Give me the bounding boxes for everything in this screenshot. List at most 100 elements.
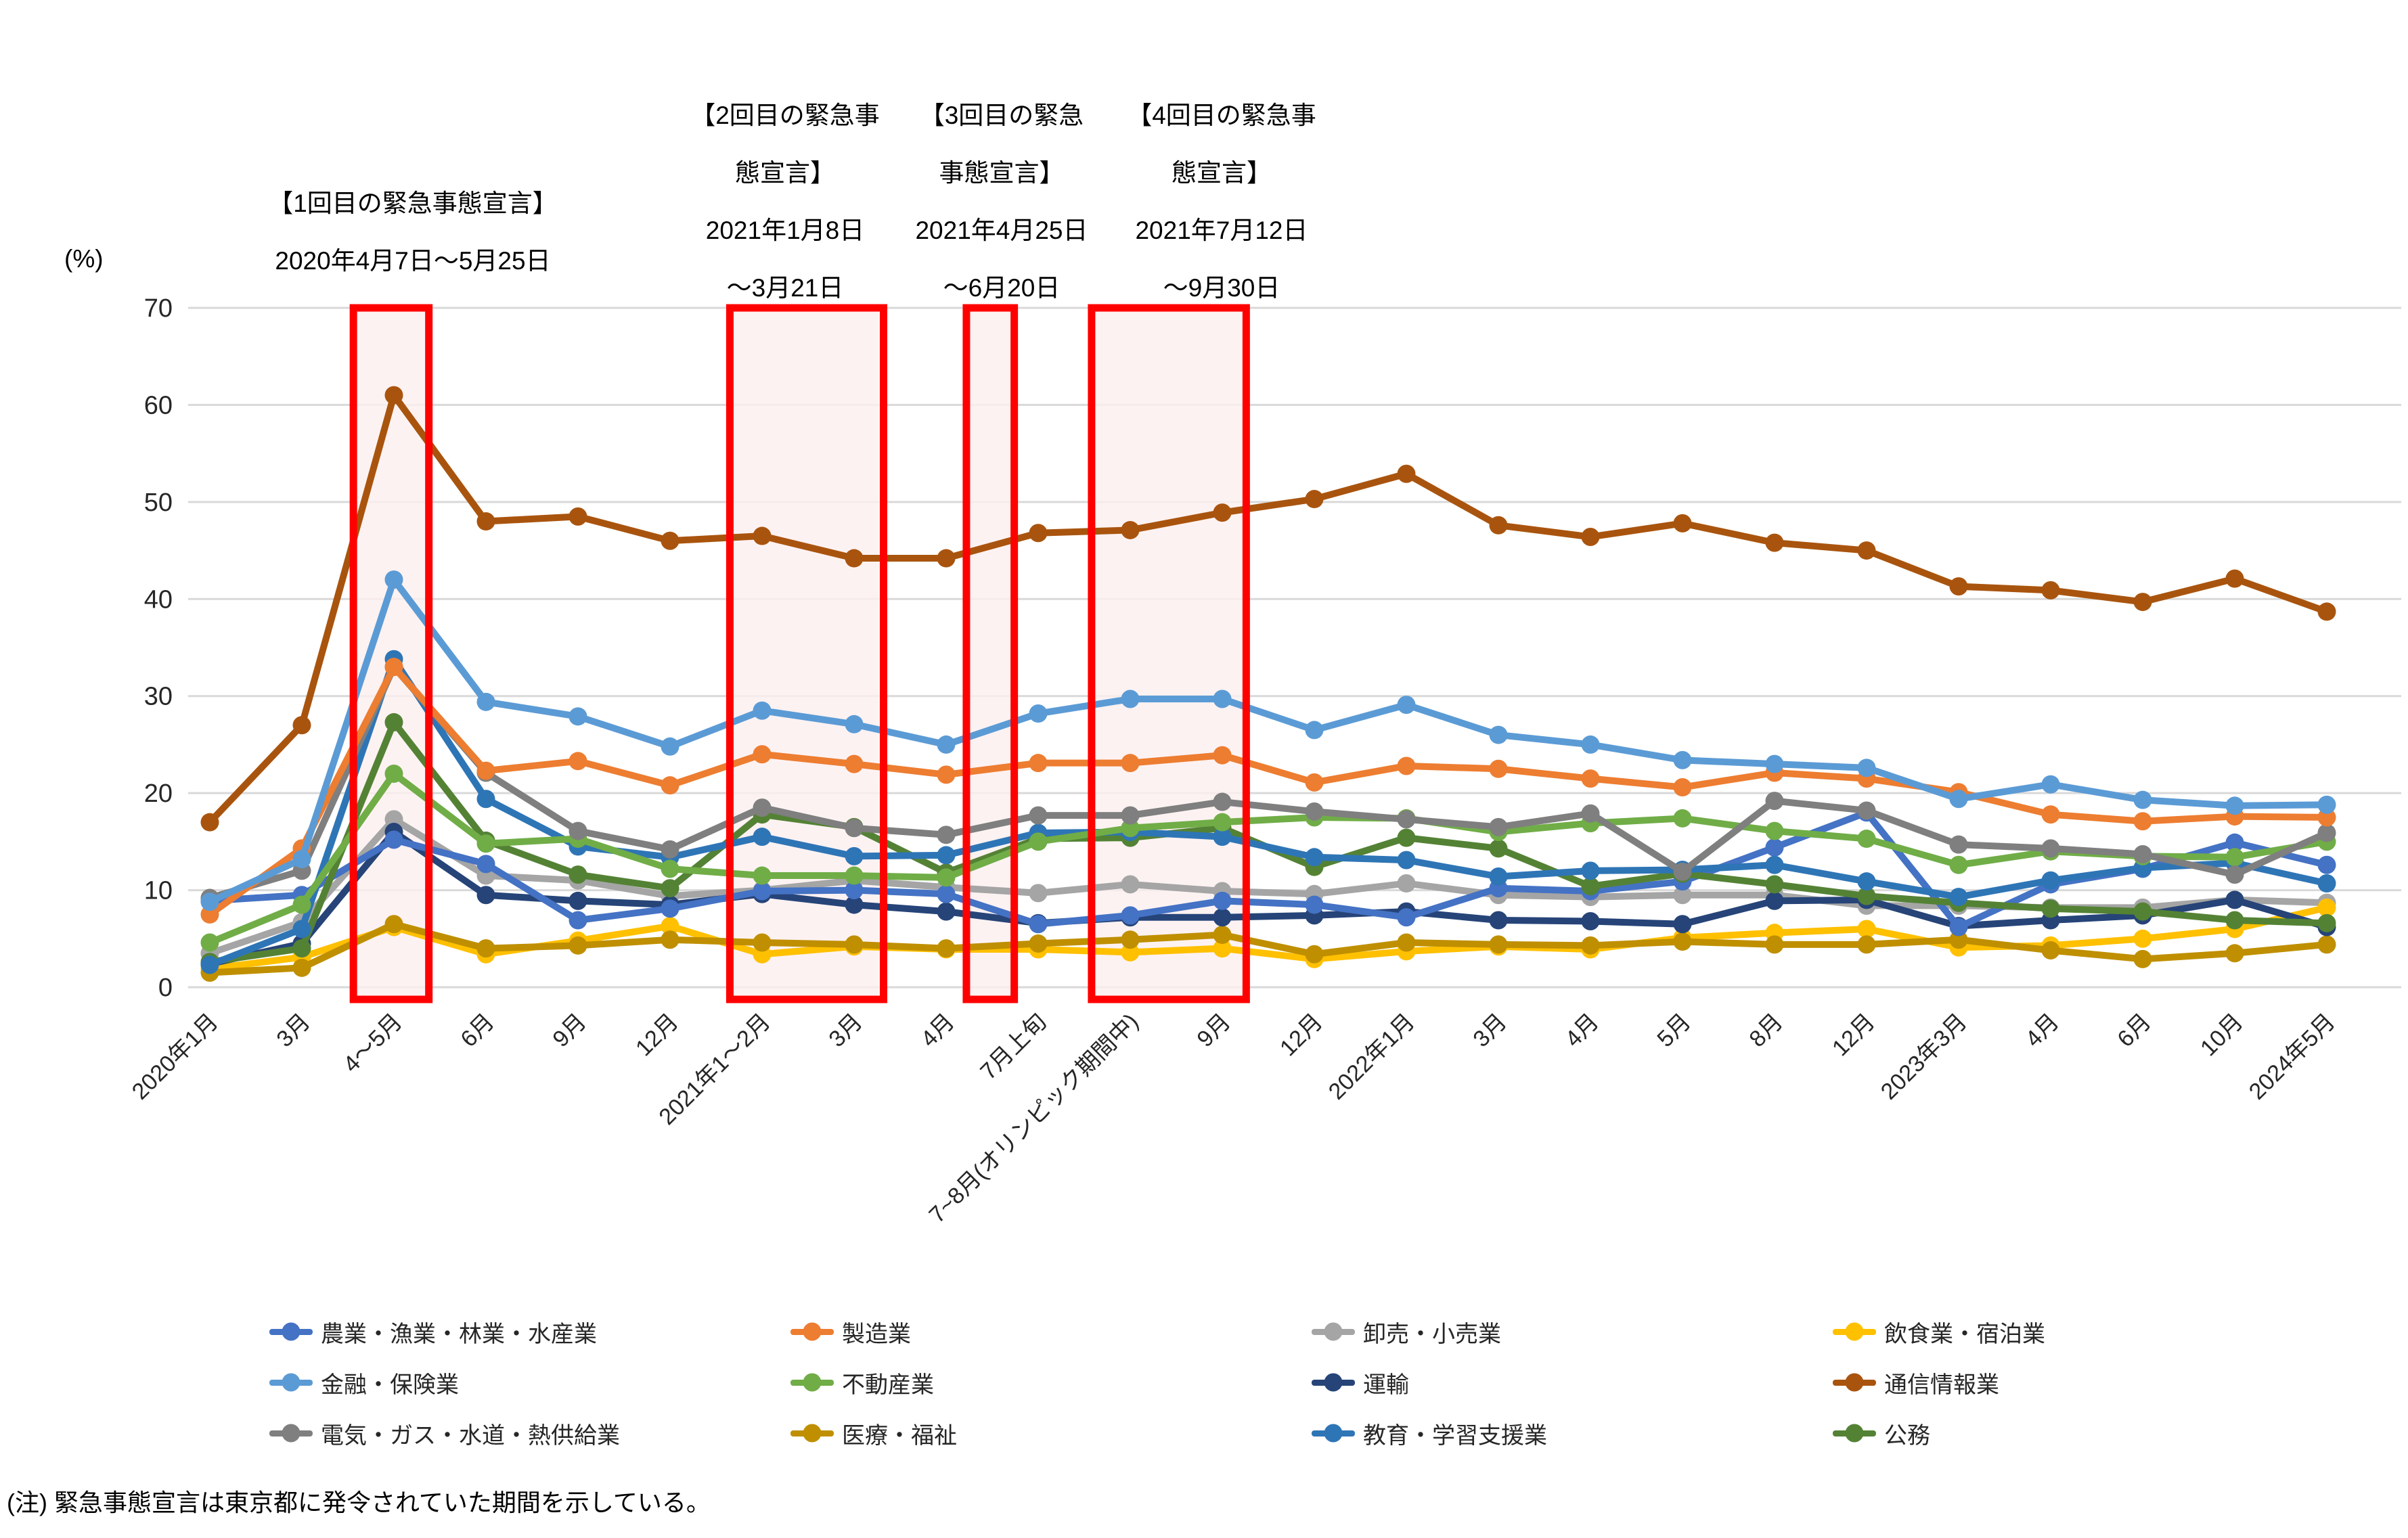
legend-marker-icon [269, 1322, 313, 1341]
data-point [1213, 689, 1232, 708]
annotation-line: 【2回目の緊急事 [690, 101, 880, 129]
legend-marker-icon [1312, 1322, 1355, 1341]
data-point [845, 819, 864, 838]
y-axis-tick-label: 0 [158, 974, 173, 1002]
data-point [200, 933, 219, 952]
data-point [937, 868, 956, 887]
data-point [200, 955, 219, 974]
data-point [1857, 801, 1876, 820]
data-point [661, 840, 679, 859]
x-axis-tick-label: 12月 [631, 1009, 684, 1062]
data-point [1673, 778, 1692, 797]
data-point [1305, 895, 1324, 914]
annotation-emergency-2: 【2回目の緊急事 態宣言】 2021年1月8日 ～3月21日 [650, 87, 920, 317]
data-point [384, 713, 403, 731]
data-point [568, 891, 587, 910]
data-point [2133, 902, 2152, 921]
annotation-line: 2021年1月8日 [705, 217, 865, 244]
legend-item-公務: 公務 [1833, 1413, 1930, 1453]
data-point [2041, 839, 2060, 858]
data-point [1765, 855, 1784, 874]
legend-marker-icon [1833, 1322, 1876, 1341]
data-point [2317, 795, 2336, 814]
data-point [1029, 806, 1048, 825]
data-point [1949, 790, 1968, 809]
series-金融・保険業 [200, 570, 2336, 911]
data-point [1857, 886, 1876, 905]
x-axis-tick-label: 12月 [1275, 1009, 1328, 1062]
data-point [1029, 524, 1048, 543]
x-axis-tick-label: 6月 [455, 1009, 499, 1052]
data-point [1397, 756, 1416, 775]
data-point [1121, 819, 1140, 838]
series-医療・福祉 [200, 915, 2336, 982]
x-axis-tick-label: 4月 [1560, 1009, 1603, 1052]
data-point [476, 692, 495, 711]
data-point [661, 859, 679, 878]
annotation-line: 【4回目の緊急事 [1127, 101, 1316, 129]
data-point [1489, 867, 1508, 886]
data-point [2317, 898, 2336, 917]
data-point [937, 939, 956, 958]
series-line [206, 663, 2330, 902]
data-point [1397, 908, 1416, 927]
x-axis-tick-label: 9月 [548, 1009, 591, 1052]
data-point [1213, 939, 1232, 958]
data-point [1489, 759, 1508, 778]
data-point [661, 917, 679, 936]
data-point [1029, 884, 1048, 903]
legend-item-運輸: 運輸 [1312, 1362, 1409, 1403]
data-point [1765, 754, 1784, 773]
data-point [476, 761, 495, 780]
data-point [1673, 932, 1692, 951]
data-point [1305, 773, 1324, 792]
data-point [2225, 569, 2244, 588]
data-point [845, 549, 864, 568]
series-line [206, 576, 2330, 905]
annotation-line: 【1回目の緊急事態宣言】 [268, 189, 558, 217]
data-point [1765, 821, 1784, 840]
data-point [476, 939, 495, 958]
data-point [476, 790, 495, 809]
data-point [292, 716, 311, 735]
legend-marker-icon [1312, 1424, 1355, 1443]
data-point [661, 737, 679, 756]
data-point [2317, 823, 2336, 842]
y-axis-unit-label: (%) [64, 245, 104, 273]
data-point [937, 846, 956, 865]
data-point [1765, 792, 1784, 811]
legend-item-不動産業: 不動産業 [790, 1362, 934, 1403]
data-point [1489, 817, 1508, 836]
data-point [753, 933, 772, 952]
data-point [1673, 862, 1692, 881]
legend-marker-dot-icon [282, 1373, 300, 1392]
data-point [1857, 541, 1876, 560]
data-point [2225, 833, 2244, 852]
data-point [1213, 503, 1232, 522]
legend-label: 公務 [1884, 1422, 1930, 1449]
annotation-line: 【3回目の緊急 [919, 101, 1084, 129]
y-axis-tick-label: 10 [144, 877, 173, 905]
legend-marker-icon [1833, 1373, 1876, 1392]
data-point [1121, 806, 1140, 825]
data-point [1029, 934, 1048, 953]
data-point [1489, 516, 1508, 535]
annotation-emergency-1: 【1回目の緊急事態宣言】 2020年4月7日～5月25日 [223, 175, 602, 290]
data-point [1949, 855, 1968, 874]
series-line [206, 920, 2330, 976]
x-axis-tick-label: 7月上旬 [975, 1009, 1051, 1085]
data-point [753, 828, 772, 846]
x-axis-tick-label: 6月 [2112, 1009, 2156, 1052]
legend-item-教育・学習支援業: 教育・学習支援業 [1312, 1413, 1547, 1453]
y-axis-tick-label: 30 [144, 683, 173, 711]
data-point [1581, 911, 1600, 930]
data-point [1121, 943, 1140, 962]
legend-marker-icon [790, 1322, 834, 1341]
legend-item-金融・保険業: 金融・保険業 [269, 1362, 459, 1403]
legend-item-農業・漁業・林業・水産業: 農業・漁業・林業・水産業 [269, 1311, 597, 1352]
data-point [845, 935, 864, 954]
data-point [2225, 911, 2244, 930]
data-point [845, 881, 864, 900]
data-point [292, 958, 311, 977]
